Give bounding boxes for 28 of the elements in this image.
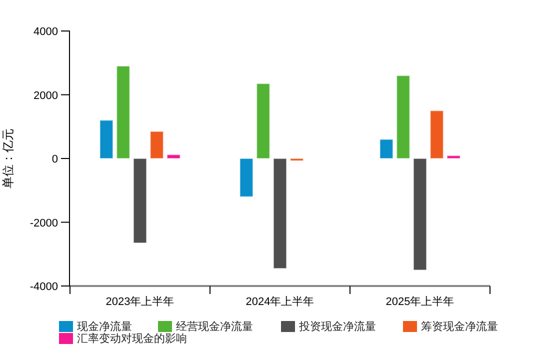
legend-label: 筹资现金净流量 xyxy=(421,320,498,333)
bar xyxy=(116,66,130,159)
y-tick-label: 4000 xyxy=(34,26,58,38)
bar xyxy=(166,154,181,159)
legend-label: 汇率变动对现金的影响 xyxy=(77,332,187,345)
bar xyxy=(430,110,444,159)
y-tick-label: -4000 xyxy=(30,281,58,293)
bar xyxy=(413,158,427,271)
bar xyxy=(150,130,164,159)
bar xyxy=(396,75,410,159)
bar xyxy=(273,158,287,269)
legend-label: 经营现金净流量 xyxy=(176,320,253,333)
legend-label: 投资现金净流量 xyxy=(298,320,376,333)
y-tick-label: -2000 xyxy=(30,217,58,230)
legend-label: 现金净流量 xyxy=(77,320,132,333)
bar xyxy=(446,155,461,159)
x-tick-label: 2025年上半年 xyxy=(386,295,454,308)
y-tick-label: 2000 xyxy=(34,90,58,102)
x-tick-label: 2024年上半年 xyxy=(246,295,314,308)
bar xyxy=(239,158,254,198)
x-tick-label: 2023年上半年 xyxy=(106,295,174,308)
bar xyxy=(99,120,114,159)
y-tick-label: 0 xyxy=(52,154,58,166)
bar xyxy=(379,138,394,159)
bar xyxy=(290,158,304,162)
bar xyxy=(133,158,147,244)
y-axis-title: 单位：亿元 xyxy=(1,128,15,188)
bar xyxy=(256,83,270,159)
